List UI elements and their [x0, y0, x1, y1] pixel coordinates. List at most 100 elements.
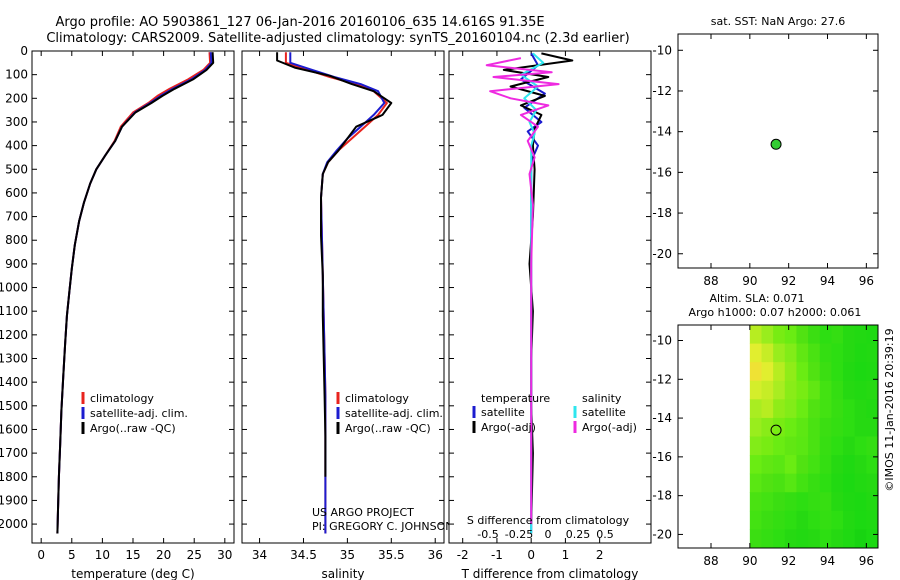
temperature-y-tick-label: 1500: [0, 399, 28, 413]
salinity-x-tick-label: 34: [252, 548, 267, 562]
sla_map-y-tick-label: -12: [652, 372, 672, 386]
temperature-x-tick-label: 10: [95, 548, 110, 562]
sla-heat-cell: [796, 473, 809, 493]
sla-heat-cell: [761, 380, 774, 400]
salinity-annotation: PI: GREGORY C. JOHNSON: [312, 520, 453, 533]
sla-heat-cell: [808, 417, 821, 437]
sla-heat-cell: [784, 492, 797, 512]
sla-heat-cell: [831, 492, 844, 512]
sla-map-subtitle: Argo h1000: 0.07 h2000: 0.061: [689, 306, 862, 319]
temperature-y-tick-label: 1000: [0, 281, 28, 295]
sla-heat-cell: [854, 417, 867, 437]
sla-heat-cell: [761, 325, 774, 345]
temperature-x-axis-label: temperature (deg C): [71, 567, 194, 580]
sla-map-title: Altim. SLA: 0.071: [709, 292, 804, 305]
sla-heat-cell: [761, 473, 774, 493]
salinity-x-tick-label: 35: [340, 548, 355, 562]
salinity-profile-panel: 34 34.5 35 35.5 36 salinity climatology satelli…: [241, 50, 453, 580]
sla-heat-cell: [796, 399, 809, 419]
sla-heat-cell: [784, 510, 797, 530]
sla-heat-cell: [843, 343, 856, 363]
sla-heat-cell: [749, 455, 762, 475]
sla-heat-cell: [819, 343, 832, 363]
sla-heat-cell: [784, 529, 797, 549]
temperature-plot-frame: [31, 50, 235, 544]
temperature-y-tick-label: 900: [5, 257, 28, 271]
difference-x-axis-label: T difference from climatology: [461, 567, 639, 580]
salinity-x-tick-label: 35.5: [378, 548, 405, 562]
sla-heat-cell: [773, 492, 786, 512]
sla-heat-cell: [749, 492, 762, 512]
sla-heat-cell: [831, 455, 844, 475]
sla-heat-cell: [808, 362, 821, 382]
legend-heading: temperature: [481, 392, 550, 405]
sla-heat-cell: [843, 529, 856, 549]
difference-x-tick-label: 1: [562, 548, 570, 562]
sla-heat-cell: [843, 417, 856, 437]
sla-heat-cell: [843, 510, 856, 530]
sla-heat-cell: [749, 343, 762, 363]
sla-heat-cell: [796, 529, 809, 549]
sla-heat-cell: [819, 473, 832, 493]
sla-heat-cell: [854, 343, 867, 363]
sla-heat-cell: [819, 455, 832, 475]
legend-entry: climatology: [345, 392, 409, 405]
sla-heat-cell: [784, 362, 797, 382]
sla-heat-cell: [749, 399, 762, 419]
temperature-y-tick-label: 1800: [0, 470, 28, 484]
difference-top-tick-label: -0.5: [477, 528, 498, 541]
temperature-y-tick-label: 2000: [0, 517, 28, 531]
sla-heat-cell: [819, 362, 832, 382]
sla-heat-cell: [784, 343, 797, 363]
sla-heat-cell: [796, 325, 809, 345]
difference-x-tick-label: -2: [457, 548, 469, 562]
sst_map-x-tick-label: 96: [859, 274, 874, 288]
sla-heat-cell: [866, 399, 879, 419]
sla-heat-cell: [819, 510, 832, 530]
sla-heat-cell: [843, 399, 856, 419]
legend-heading: salinity: [582, 392, 622, 405]
sla-heat-cell: [854, 473, 867, 493]
sla-heat-cell: [761, 343, 774, 363]
sla_map-x-tick-label: 88: [703, 554, 718, 568]
sla-heat-cell: [866, 362, 879, 382]
temperature-y-tick-label: 600: [5, 186, 28, 200]
sla-heat-cell: [808, 436, 821, 456]
salinity-x-tick-label: 34.5: [290, 548, 317, 562]
sla-heat-cell: [854, 529, 867, 549]
sst_map-x-tick-label: 88: [703, 274, 718, 288]
temperature-x-tick-label: 20: [156, 548, 171, 562]
sla-heat-cell: [796, 343, 809, 363]
sla-heat-cell: [808, 455, 821, 475]
sst_map-y-tick-label: -10: [652, 43, 672, 57]
difference-top-axis-label: S difference from climatology: [467, 514, 630, 527]
sla_map-plot-frame: [677, 324, 879, 549]
sla-heat-cell: [831, 343, 844, 363]
sla-heat-cell: [866, 325, 879, 345]
sla-heat-cell: [831, 362, 844, 382]
temperature-y-tick-label: 1600: [0, 422, 28, 436]
difference-top-tick-label: 0: [545, 528, 552, 541]
sla-heat-cell: [831, 529, 844, 549]
salinity-x-axis-label: salinity: [321, 567, 364, 580]
legend-entry: satellite-adj. clim.: [90, 407, 188, 420]
sla-heat-cell: [854, 492, 867, 512]
difference-x-tick-label: -1: [491, 548, 503, 562]
difference-x-tick-label: 0: [527, 548, 535, 562]
sst_map-y-tick-label: -20: [652, 247, 672, 261]
sla-heat-cell: [796, 436, 809, 456]
sla-heat-cell: [761, 510, 774, 530]
sla-heat-cell: [749, 529, 762, 549]
sla_map-y-tick-label: -20: [652, 527, 672, 541]
legend-entry: climatology: [90, 392, 154, 405]
legend-entry: Argo(..raw -QC): [90, 422, 176, 435]
temperature-y-tick-label: 800: [5, 233, 28, 247]
difference-top-tick-label: -0.25: [505, 528, 533, 541]
legend-entry: Argo(-adj): [481, 421, 536, 434]
sla_map-x-tick-label: 90: [742, 554, 757, 568]
figure-title-line2: Climatology: CARS2009. Satellite-adjuste…: [46, 31, 629, 46]
salinity-annotation: US ARGO PROJECT: [312, 506, 414, 519]
sla-heat-cell: [773, 325, 786, 345]
legend-entry: satellite-adj. clim.: [345, 407, 443, 420]
